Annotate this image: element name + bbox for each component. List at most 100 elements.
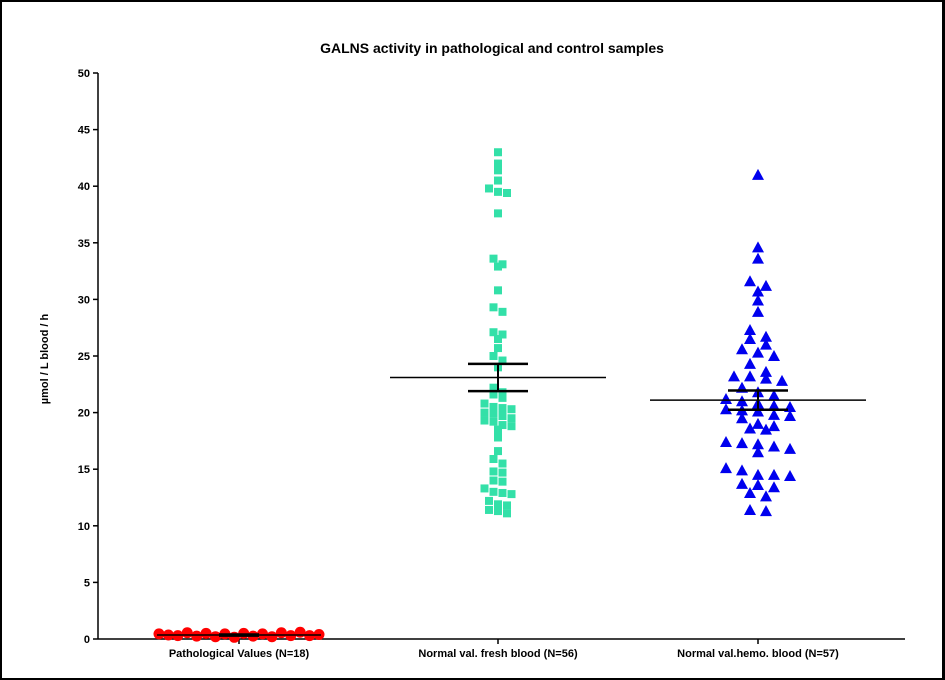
data-point: [494, 433, 502, 442]
data-point: [266, 631, 278, 643]
data-point: [507, 490, 516, 499]
data-point: [257, 628, 269, 640]
data-point: [720, 462, 732, 474]
data-point: [760, 372, 772, 384]
data-point: [494, 344, 502, 353]
data-point: [489, 390, 498, 399]
data-point: [768, 350, 780, 361]
data-point: [768, 420, 780, 432]
data-point: [494, 425, 502, 434]
data-point: [744, 357, 756, 369]
data-point: [494, 500, 502, 509]
data-point: [744, 370, 756, 382]
data-point: [752, 417, 764, 429]
data-point: [507, 422, 516, 431]
data-point: [494, 159, 502, 168]
data-point: [744, 323, 756, 335]
data-point: [720, 436, 732, 448]
y-tick-label: 35: [78, 238, 90, 250]
data-point: [760, 279, 772, 291]
data-point: [752, 241, 764, 253]
y-tick-label: 45: [78, 125, 90, 137]
y-tick-label: 50: [78, 68, 90, 80]
data-point: [489, 383, 498, 392]
chart-title: GALNS activity in pathological and contr…: [320, 40, 664, 56]
data-point: [485, 496, 493, 505]
data-point: [744, 486, 756, 498]
y-tick-label: 10: [78, 521, 90, 533]
data-point: [744, 333, 756, 345]
data-point: [752, 468, 764, 480]
data-point: [489, 254, 498, 263]
data-point: [728, 370, 740, 382]
data-point: [494, 166, 502, 175]
data-point: [752, 346, 764, 358]
data-point: [720, 403, 732, 415]
data-point: [489, 487, 498, 496]
data-point: [760, 505, 772, 517]
data-point: [768, 408, 780, 420]
y-tick-label: 5: [84, 577, 90, 589]
data-point: [494, 335, 502, 344]
data-point: [489, 467, 498, 476]
data-point: [736, 464, 748, 476]
y-tick-label: 30: [78, 294, 90, 306]
data-point: [752, 252, 764, 264]
data-point: [494, 176, 502, 185]
data-point: [744, 422, 756, 434]
data-point: [752, 446, 764, 458]
data-point: [768, 468, 780, 480]
data-point: [489, 455, 498, 464]
data-point: [489, 417, 498, 426]
data-point: [768, 440, 780, 452]
data-point: [503, 501, 511, 510]
data-point: [498, 477, 507, 486]
x-tick-label: Pathological Values (N=18): [169, 648, 310, 660]
data-point: [498, 488, 507, 497]
y-axis-ticks: 0 5 10 15 20 25 30 35 40 45 50: [78, 68, 98, 646]
data-point: [485, 505, 493, 514]
data-point: [752, 285, 764, 297]
data-point: [498, 356, 507, 365]
data-points: [153, 148, 796, 643]
data-point: [489, 303, 498, 312]
data-point: [489, 352, 498, 360]
data-point: [498, 404, 507, 413]
data-point: [736, 412, 748, 424]
y-tick-label: 20: [78, 408, 90, 420]
y-tick-label: 25: [78, 351, 90, 363]
data-point: [494, 209, 502, 218]
data-point: [181, 627, 193, 639]
data-point: [480, 416, 489, 425]
data-point: [480, 484, 489, 493]
data-point: [498, 421, 507, 430]
data-point: [760, 365, 772, 377]
data-point: [768, 399, 780, 411]
data-point: [752, 294, 764, 306]
data-point: [489, 476, 498, 485]
data-point: [760, 423, 772, 435]
data-point: [736, 477, 748, 489]
data-point: [784, 409, 796, 421]
data-point: [485, 184, 493, 193]
data-point: [200, 627, 212, 639]
data-point: [498, 260, 507, 269]
data-point: [503, 509, 511, 518]
data-point: [498, 307, 507, 316]
data-point: [744, 275, 756, 287]
data-point: [720, 393, 732, 405]
data-point: [752, 438, 764, 450]
data-point: [760, 338, 772, 350]
y-axis-label: µmol / L blood / h: [39, 313, 51, 404]
data-point: [776, 374, 788, 386]
data-point: [760, 330, 772, 342]
data-point: [752, 168, 764, 180]
data-point: [153, 628, 165, 640]
data-point: [507, 414, 516, 423]
data-point: [498, 330, 507, 339]
y-tick-label: 15: [78, 464, 90, 476]
data-point: [489, 328, 498, 337]
y-tick-label: 0: [84, 634, 90, 646]
